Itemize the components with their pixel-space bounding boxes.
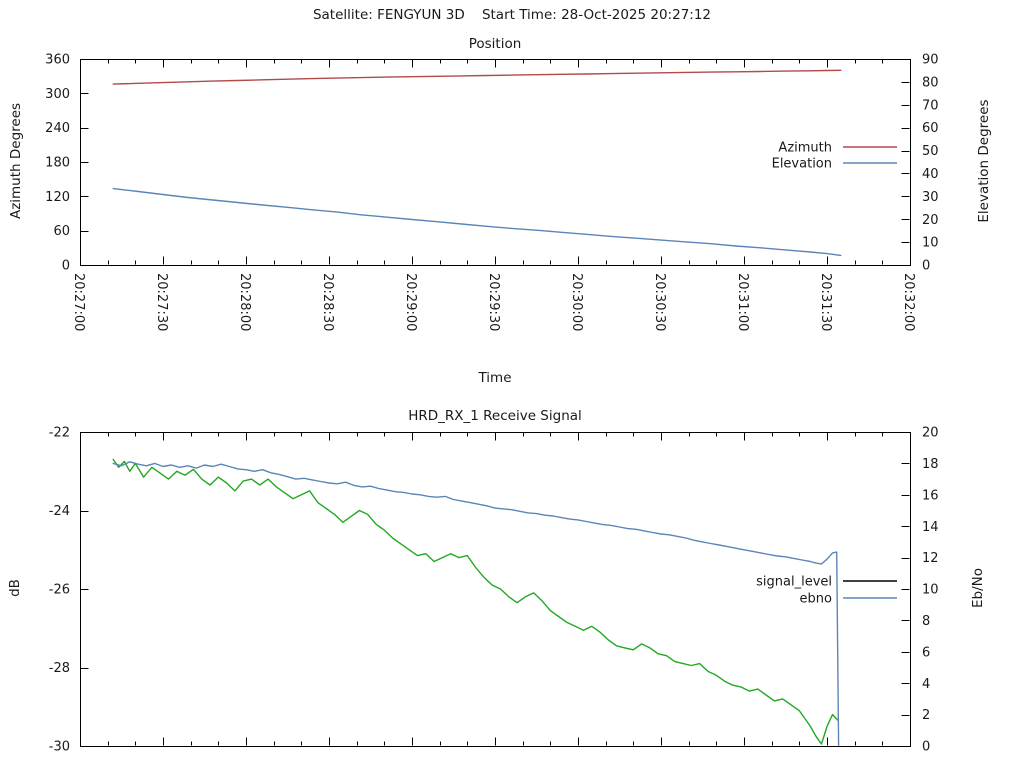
y-right-tick-label: 8 bbox=[922, 614, 930, 629]
x-tick-label: 20:31:00 bbox=[735, 273, 750, 331]
y-left-tick-label: 60 bbox=[53, 224, 70, 239]
y-right-tick-label: 14 bbox=[922, 520, 939, 535]
elevation-series-line bbox=[112, 187, 842, 257]
y-left-tick-label: 360 bbox=[45, 53, 70, 68]
y-right-tick-label: 90 bbox=[922, 53, 939, 68]
x-tick-label: 20:28:00 bbox=[237, 273, 252, 331]
y-right-tick-label: 70 bbox=[922, 98, 939, 113]
x-tick-label: 20:32:00 bbox=[901, 273, 916, 331]
azimuth-legend-label: Azimuth bbox=[778, 141, 832, 156]
chart-1: -30 -28 -26 -24 -22 0 2 4 6 8 10 12 14 16 18 20 signal_l… bbox=[49, 426, 939, 755]
y-right-tick-label: 0 bbox=[922, 259, 930, 274]
chart-0: 20:27:00 20:27:30 20:28:00 20:28:30 20:29:00… bbox=[45, 53, 938, 332]
y-left-tick-label: -26 bbox=[49, 583, 70, 598]
axes bbox=[80, 432, 911, 747]
y-left-tick-label: -22 bbox=[49, 426, 70, 441]
signal-chart-title: HRD_RX_1 Receive Signal bbox=[408, 408, 582, 424]
signal_level-legend-label: signal_level bbox=[756, 575, 832, 590]
y-right-tick-label: 20 bbox=[922, 213, 939, 228]
y-right-tick-label: 50 bbox=[922, 144, 939, 159]
position-chart-title: Position bbox=[468, 36, 522, 52]
y-left-tick-label: -24 bbox=[49, 504, 70, 519]
x-tick-label: 20:29:00 bbox=[403, 273, 418, 331]
x-tick-label: 20:30:30 bbox=[652, 273, 667, 331]
y-left-tick-label: 240 bbox=[45, 121, 70, 136]
y-right-tick-label: 2 bbox=[922, 708, 930, 723]
elevation-legend-label: Elevation bbox=[772, 157, 832, 172]
y-left-tick-label: 0 bbox=[62, 259, 70, 274]
page-title: Satellite: FENGYUN 3D Start Time: 28-Oct… bbox=[312, 7, 712, 23]
signal_level-series-line bbox=[112, 458, 839, 745]
y-right-tick-label: 12 bbox=[922, 551, 939, 566]
y-left-tick-label: -30 bbox=[49, 740, 70, 755]
y-right-tick-label: 16 bbox=[922, 488, 939, 503]
y-right-tick-label: 4 bbox=[922, 677, 930, 692]
y-right-tick-label: 0 bbox=[922, 740, 930, 755]
y-right-tick-label: 60 bbox=[922, 121, 939, 136]
y-left-tick-label: 120 bbox=[45, 190, 70, 205]
x-tick-label: 20:30:00 bbox=[569, 273, 584, 331]
time-axis-label: Time bbox=[478, 370, 512, 386]
y-left-tick-label: 180 bbox=[45, 156, 70, 171]
y-right-tick-label: 6 bbox=[922, 645, 930, 660]
y-left-tick-label: -28 bbox=[49, 661, 70, 676]
x-tick-label: 20:28:30 bbox=[320, 273, 335, 331]
y-right-tick-label: 80 bbox=[922, 75, 939, 90]
y-right-tick-label: 40 bbox=[922, 167, 939, 182]
x-tick-label: 20:29:30 bbox=[486, 273, 501, 331]
x-tick-label: 20:27:00 bbox=[71, 273, 86, 331]
y-right-tick-label: 20 bbox=[922, 426, 939, 441]
y-right-tick-label: 18 bbox=[922, 457, 939, 472]
y-right-tick-label: 30 bbox=[922, 190, 939, 205]
y-left-tick-label: 300 bbox=[45, 87, 70, 102]
x-tick-label: 20:27:30 bbox=[154, 273, 169, 331]
ebno-series-line bbox=[112, 461, 840, 746]
ebno-legend-label: ebno bbox=[800, 592, 832, 607]
x-tick-label: 20:31:30 bbox=[818, 273, 833, 331]
y-right-tick-label: 10 bbox=[922, 583, 939, 598]
y-right-tick-label: 10 bbox=[922, 236, 939, 251]
azimuth-series-line bbox=[112, 69, 842, 85]
axes bbox=[80, 59, 911, 266]
